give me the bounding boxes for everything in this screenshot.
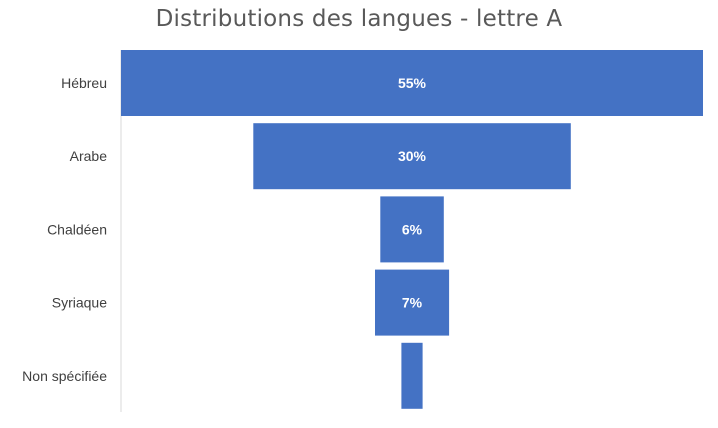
data-label: 30% xyxy=(398,148,427,164)
category-label: Chaldéen xyxy=(47,221,107,237)
funnel-bar xyxy=(121,50,703,116)
category-label: Arabe xyxy=(70,148,108,164)
chart-title: Distributions des langues - lettre A xyxy=(155,6,563,32)
funnel-bar xyxy=(380,196,444,263)
data-label: 6% xyxy=(402,221,423,237)
funnel-bar xyxy=(253,123,571,190)
data-label: 7% xyxy=(402,295,423,311)
funnel-bar xyxy=(401,342,423,409)
funnel-bar xyxy=(375,269,450,336)
category-label: Syriaque xyxy=(52,295,107,311)
category-label: Hébreu xyxy=(61,75,107,91)
data-label: 55% xyxy=(398,75,427,91)
category-label: Non spécifiée xyxy=(22,368,107,384)
